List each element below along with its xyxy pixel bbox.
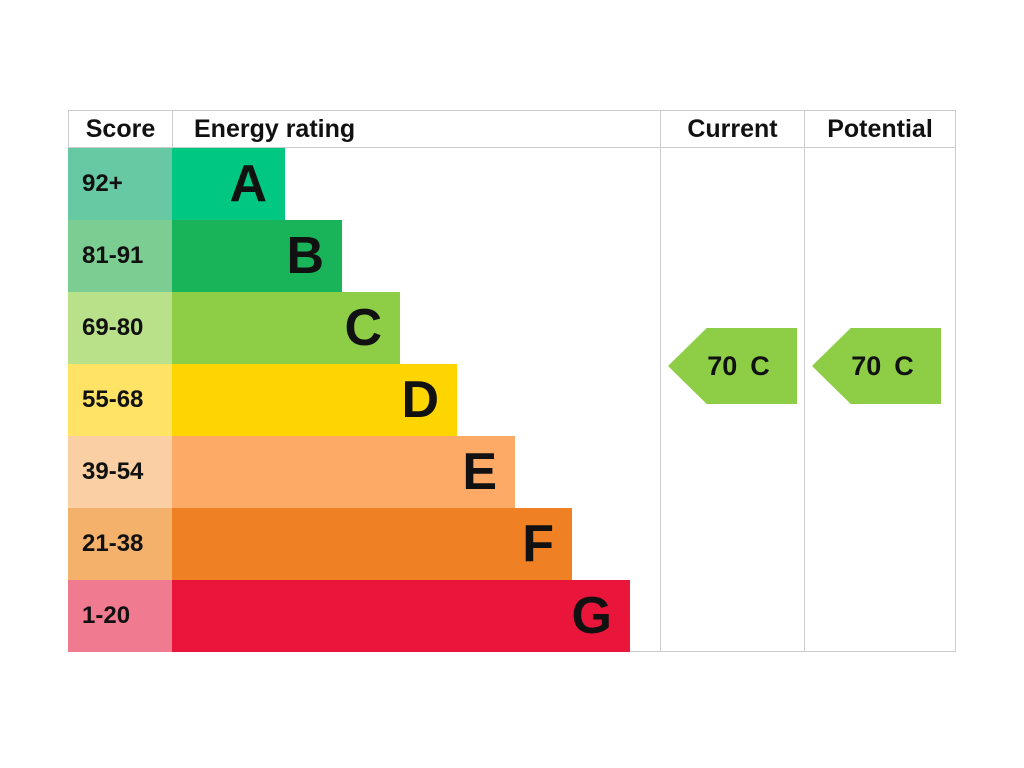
band-letter: C bbox=[344, 299, 382, 357]
band-score-cell: 81-91 bbox=[68, 220, 172, 292]
band-row-d: 55-68 D bbox=[68, 364, 956, 436]
band-bar: A bbox=[172, 148, 285, 220]
band-bar: D bbox=[172, 364, 457, 436]
band-row-f: 21-38 F bbox=[68, 508, 956, 580]
band-score-cell: 1-20 bbox=[68, 580, 172, 652]
band-row-a: 92+ A bbox=[68, 148, 956, 220]
band-score-cell: 69-80 bbox=[68, 292, 172, 364]
header-energy-rating: Energy rating bbox=[173, 111, 661, 147]
band-letter: B bbox=[286, 227, 324, 285]
band-letter: F bbox=[522, 515, 554, 573]
band-letter: A bbox=[229, 155, 267, 213]
band-bar: B bbox=[172, 220, 342, 292]
band-bar: C bbox=[172, 292, 400, 364]
epc-table: Score Energy rating Current Potential 92… bbox=[68, 110, 956, 652]
band-row-g: 1-20 G bbox=[68, 580, 956, 652]
band-row-c: 69-80 C bbox=[68, 292, 956, 364]
header-current: Current bbox=[661, 111, 805, 147]
band-letter: D bbox=[401, 371, 439, 429]
column-divider-current-potential bbox=[804, 148, 805, 652]
band-letter: E bbox=[462, 443, 497, 501]
header-score: Score bbox=[69, 111, 173, 147]
current-rating-value: 70 bbox=[707, 350, 738, 381]
band-bar: E bbox=[172, 436, 515, 508]
bands-area: 92+ A 81-91 B 69-80 C 55-68 D 39-54 E 21… bbox=[68, 148, 956, 652]
band-score-cell: 39-54 bbox=[68, 436, 172, 508]
band-score-cell: 92+ bbox=[68, 148, 172, 220]
header-potential: Potential bbox=[805, 111, 956, 147]
band-row-b: 81-91 B bbox=[68, 220, 956, 292]
band-score-cell: 55-68 bbox=[68, 364, 172, 436]
band-score-cell: 21-38 bbox=[68, 508, 172, 580]
column-divider-energy-current bbox=[660, 148, 661, 652]
potential-rating-value: 70 bbox=[851, 350, 882, 381]
band-row-e: 39-54 E bbox=[68, 436, 956, 508]
band-bar: F bbox=[172, 508, 572, 580]
table-right-border bbox=[955, 148, 956, 652]
band-letter: G bbox=[571, 587, 612, 645]
potential-rating-letter: C bbox=[894, 350, 914, 381]
band-bar: G bbox=[172, 580, 630, 652]
current-rating-letter: C bbox=[750, 350, 770, 381]
table-header-row: Score Energy rating Current Potential bbox=[68, 110, 956, 148]
